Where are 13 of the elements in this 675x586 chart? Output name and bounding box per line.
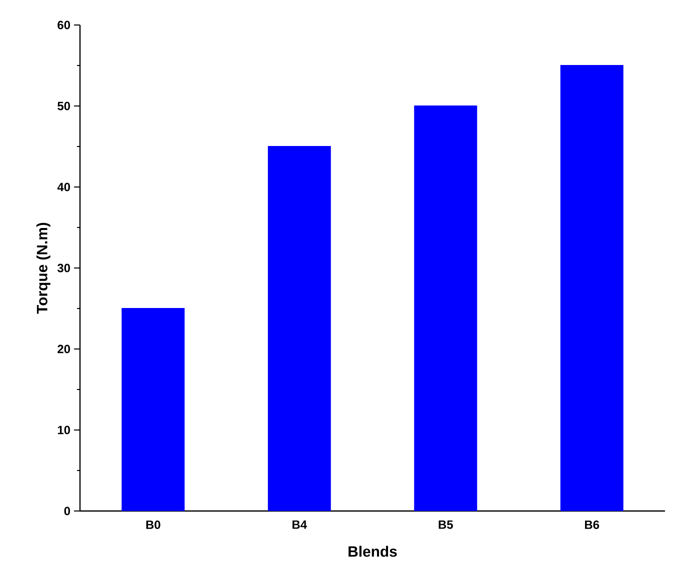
y-tick-label: 50 xyxy=(58,102,70,110)
y-tick-label: 30 xyxy=(57,264,70,272)
x-axis-title: Blends xyxy=(348,546,397,557)
y-tick-label: 20 xyxy=(58,344,70,354)
y-tick-label: 10 xyxy=(58,426,70,434)
y-axis-title: Torque (N.m) xyxy=(36,222,50,314)
y-tick-label: 40 xyxy=(57,182,70,192)
x-tick-label: B0 xyxy=(146,520,160,529)
x-tick-label: B4 xyxy=(292,520,307,529)
x-tick-label: B6 xyxy=(585,520,600,529)
y-tick-label: 60 xyxy=(58,20,70,30)
y-tick-label: 0 xyxy=(64,506,70,516)
x-tick-label: B5 xyxy=(438,520,453,529)
